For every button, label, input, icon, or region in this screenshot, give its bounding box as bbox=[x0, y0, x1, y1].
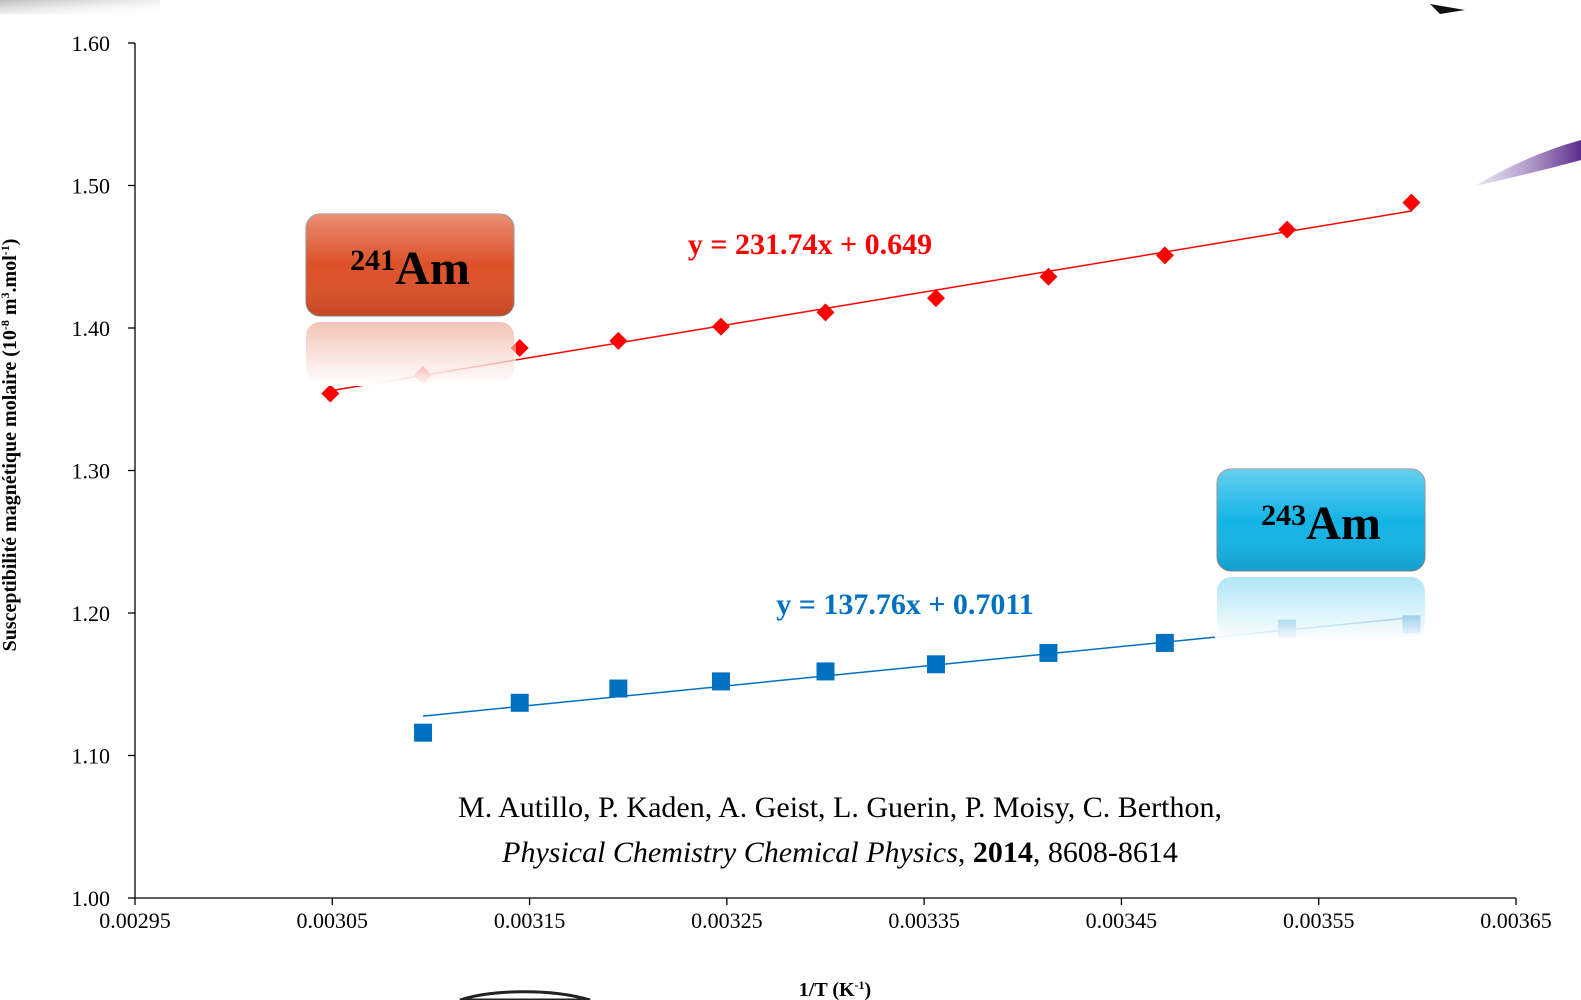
data-point bbox=[1155, 246, 1174, 265]
data-point bbox=[1278, 220, 1297, 239]
data-point bbox=[816, 662, 835, 681]
y-tick-label: 1.60 bbox=[72, 31, 111, 56]
data-point bbox=[926, 289, 945, 308]
x-tick-label: 0.00315 bbox=[494, 908, 566, 933]
y-tick-label: 1.40 bbox=[72, 316, 111, 341]
series-label-isotope: 243 bbox=[1261, 499, 1306, 532]
y-tick-label: 1.20 bbox=[72, 601, 111, 626]
label-box-shine bbox=[306, 214, 514, 316]
y-tick-label: 1.10 bbox=[72, 744, 111, 769]
label-reflection-fade bbox=[1215, 575, 1427, 641]
data-point bbox=[816, 303, 835, 322]
axis-title-part: -8 bbox=[0, 320, 12, 330]
data-point bbox=[1402, 193, 1421, 212]
data-point bbox=[321, 384, 340, 403]
decoration bbox=[1430, 4, 1465, 14]
data-point bbox=[609, 679, 628, 698]
data-point bbox=[711, 317, 730, 336]
data-point bbox=[510, 693, 529, 712]
axis-title-part: .mol bbox=[0, 255, 21, 293]
decoration bbox=[459, 990, 591, 1000]
x-tick-label: 0.00295 bbox=[99, 908, 171, 933]
series-label: 243Am bbox=[1261, 497, 1381, 550]
y-tick-label: 1.50 bbox=[72, 174, 111, 199]
citation-journal: Physical Chemistry Chemical Physics, 201… bbox=[501, 836, 1178, 869]
x-tick-label: 0.00325 bbox=[691, 908, 763, 933]
equation-label: y = 137.76x + 0.7011 bbox=[776, 588, 1034, 621]
citation-part: , 8608-8614 bbox=[1033, 836, 1178, 869]
citation-part: , bbox=[958, 836, 973, 869]
data-point bbox=[414, 723, 433, 742]
data-point bbox=[926, 655, 945, 674]
axis-title-part: 1/T (K bbox=[799, 979, 855, 1000]
y-tick-label: 1.30 bbox=[72, 459, 111, 484]
axis-title-part: ) bbox=[865, 979, 872, 1000]
axis-title-part: m bbox=[0, 298, 21, 320]
series-label-name: Am bbox=[1306, 497, 1381, 550]
series-label-isotope: 241 bbox=[350, 244, 395, 277]
citation-authors: M. Autillo, P. Kaden, A. Geist, L. Gueri… bbox=[458, 791, 1222, 824]
citation-part: Physical Chemistry Chemical Physics bbox=[501, 836, 958, 869]
axis-title-part: 3 bbox=[0, 292, 12, 298]
axis-title-part: -1 bbox=[855, 978, 865, 992]
axis-title-part: Susceptibilité magnétique molaire (10 bbox=[0, 330, 21, 651]
data-point bbox=[1155, 633, 1174, 652]
citation-part: 2014 bbox=[973, 836, 1033, 869]
equation-label: y = 231.74x + 0.649 bbox=[688, 228, 932, 261]
y-tick-label: 1.00 bbox=[72, 886, 111, 911]
label-box-shine bbox=[1217, 469, 1425, 571]
axis-title-part: -1 bbox=[0, 245, 12, 255]
series-label-name: Am bbox=[395, 242, 470, 295]
label-reflection-fade bbox=[304, 320, 516, 386]
axis-title: 1/T (K-1) bbox=[799, 978, 871, 1000]
x-tick-label: 0.00345 bbox=[1086, 908, 1158, 933]
decoration bbox=[0, 0, 160, 14]
x-tick-label: 0.00305 bbox=[297, 908, 369, 933]
data-point bbox=[1039, 267, 1058, 286]
x-tick-label: 0.00355 bbox=[1283, 908, 1355, 933]
series-label: 241Am bbox=[350, 242, 470, 295]
data-point bbox=[711, 672, 730, 691]
x-tick-label: 0.00335 bbox=[888, 908, 960, 933]
data-point bbox=[609, 331, 628, 350]
axis-title: Susceptibilité magnétique molaire (10-8 … bbox=[0, 239, 21, 652]
data-point bbox=[1039, 643, 1058, 662]
axis-title-part: ) bbox=[0, 239, 21, 246]
plot-area: 1.00 1.10 1.20 1.30 1.40 1.50 1.60 0.00295 0.003… bbox=[0, 31, 1552, 1000]
decoration bbox=[1475, 140, 1581, 186]
x-tick-label: 0.00365 bbox=[1480, 908, 1552, 933]
